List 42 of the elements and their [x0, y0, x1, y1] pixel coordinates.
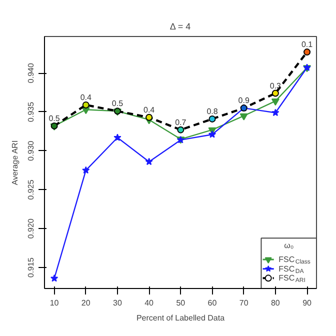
x-tick-label: 10: [50, 298, 60, 308]
x-tick-label: 80: [270, 298, 280, 308]
annotation: 0.8: [206, 106, 218, 116]
x-tick-label: 90: [302, 298, 312, 308]
point: [208, 115, 216, 122]
x-tick-label: 50: [176, 298, 186, 308]
point: [240, 113, 248, 120]
x-tick-label: 40: [144, 298, 154, 308]
annotation: 0.9: [238, 96, 250, 106]
y-tick-label: 0.935: [26, 101, 36, 122]
point: [145, 158, 153, 166]
point: [271, 98, 280, 106]
point: [272, 90, 279, 97]
point: [82, 101, 90, 108]
point: [114, 134, 122, 141]
x-tick-label: 70: [239, 298, 249, 308]
annotation: 0.1: [301, 40, 314, 50]
legend-title: ω₀: [284, 241, 294, 250]
annotation: 0.4: [80, 92, 92, 102]
point: [146, 114, 153, 121]
point: [272, 108, 280, 116]
annotation: 0.5: [112, 99, 124, 108]
point: [304, 48, 311, 56]
x-tick-label: 60: [208, 298, 218, 308]
y-tick-label: 0.940: [26, 62, 36, 84]
annotation: 0.4: [144, 105, 156, 114]
point: [82, 166, 90, 174]
point: [177, 126, 184, 134]
y-tick-label: 0.915: [26, 256, 36, 278]
annotation: 0.7: [175, 118, 187, 127]
y-tick-label: 0.920: [26, 218, 36, 239]
point: [50, 274, 58, 282]
annotation: 0.3: [270, 81, 282, 90]
x-axis-title: Percent of Labelled Data: [136, 314, 226, 322]
y-axis-title: Average ARI: [10, 140, 20, 186]
annotation: 0.5: [48, 114, 60, 123]
y-tick-label: 0.925: [26, 179, 36, 200]
x-tick-label: 20: [81, 298, 91, 308]
x-tick-label: 30: [113, 298, 122, 308]
chart-title: Δ = 4: [170, 22, 191, 32]
point: [208, 130, 216, 138]
y-tick-label: 0.930: [26, 140, 36, 161]
